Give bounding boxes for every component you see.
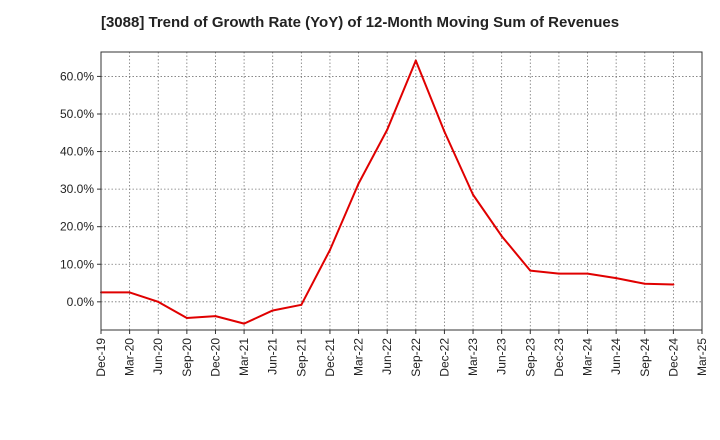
data-point <box>500 235 503 238</box>
x-tick-label: Mar-22 <box>352 338 366 376</box>
data-point <box>185 316 188 319</box>
x-axis-labels: Dec-19 Mar-20 Jun-20 Sep-20 Dec-20 Mar-21 Jun-… <box>94 338 709 377</box>
x-tick-label: Dec-24 <box>666 338 680 377</box>
data-point <box>672 283 675 286</box>
data-point <box>557 272 560 275</box>
x-tick-label: Mar-24 <box>581 338 595 376</box>
x-tick-label: Sep-20 <box>180 338 194 377</box>
plot-border <box>100 51 703 331</box>
plot-area <box>101 52 702 330</box>
data-point <box>328 248 331 251</box>
grid-lines <box>97 52 703 334</box>
y-tick-label: 50.0% <box>60 107 94 121</box>
x-tick-label: Dec-21 <box>323 338 337 377</box>
x-tick-label: Sep-24 <box>638 338 652 377</box>
x-tick-label: Mar-20 <box>123 338 137 376</box>
x-tick-label: Mar-21 <box>237 338 251 376</box>
x-tick-label: Mar-25 <box>695 338 709 376</box>
x-tick-label: Dec-20 <box>208 338 222 377</box>
data-point <box>414 59 417 62</box>
x-tick-label: Sep-22 <box>409 338 423 377</box>
series-layer <box>100 59 675 325</box>
x-tick-label: Jun-22 <box>380 338 394 375</box>
data-point <box>443 130 446 133</box>
data-point <box>615 277 618 280</box>
y-tick-label: 30.0% <box>60 182 94 196</box>
data-point <box>529 269 532 272</box>
x-tick-label: Jun-20 <box>151 338 165 375</box>
x-tick-label: Jun-23 <box>495 338 509 375</box>
x-tick-label: Dec-19 <box>94 338 108 377</box>
data-point <box>271 309 274 312</box>
x-tick-label: Mar-23 <box>466 338 480 376</box>
chart-title: [3088] Trend of Growth Rate (YoY) of 12-… <box>100 14 620 31</box>
x-tick-label: Sep-23 <box>523 338 537 377</box>
y-tick-label: 40.0% <box>60 145 94 159</box>
data-point <box>214 315 217 318</box>
y-tick-label: 10.0% <box>60 257 94 271</box>
data-point <box>357 182 360 185</box>
y-axis-labels: 0.0% 10.0% 20.0% 30.0% 40.0% 50.0% 60.0% <box>60 69 94 308</box>
y-tick-label: 0.0% <box>67 295 95 309</box>
y-tick-label: 60.0% <box>60 69 94 83</box>
x-tick-label: Jun-21 <box>266 338 280 375</box>
x-tick-label: Dec-22 <box>437 338 451 377</box>
data-point <box>300 303 303 306</box>
x-tick-label: Sep-21 <box>294 338 308 377</box>
data-point <box>128 291 131 294</box>
y-tick-label: 20.0% <box>60 220 94 234</box>
x-tick-label: Jun-24 <box>609 338 623 375</box>
data-point <box>643 282 646 285</box>
data-point <box>386 128 389 131</box>
data-point <box>243 322 246 325</box>
x-tick-label: Dec-23 <box>552 338 566 377</box>
data-point <box>157 300 160 303</box>
data-point <box>472 193 475 196</box>
data-point <box>586 272 589 275</box>
